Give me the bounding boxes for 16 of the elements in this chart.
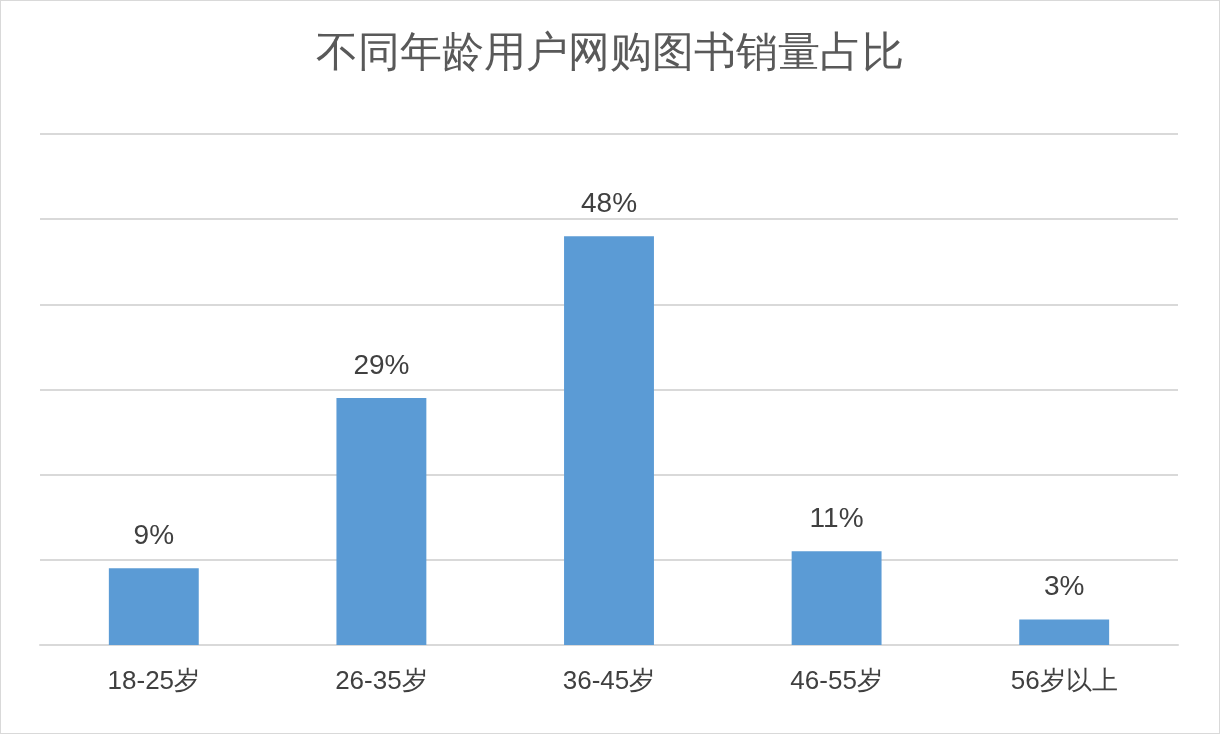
- x-tick-label: 56岁以上: [1010, 665, 1118, 695]
- bar: [564, 236, 654, 645]
- x-tick-label: 46-55岁: [790, 665, 883, 695]
- chart-title: 不同年龄用户网购图书销量占比: [316, 27, 904, 75]
- data-label: 29%: [353, 348, 410, 380]
- bar: [108, 568, 199, 645]
- x-tick-label: 36-45岁: [562, 665, 656, 695]
- bar: [336, 398, 427, 645]
- bar: [1019, 619, 1110, 645]
- data-label: 9%: [133, 518, 175, 550]
- data-label: 11%: [809, 501, 864, 533]
- x-tick-label: 26-35岁: [335, 665, 428, 695]
- data-label: 3%: [1043, 569, 1085, 601]
- data-label: 48%: [580, 186, 638, 218]
- x-tick-label: 18-25岁: [107, 665, 201, 695]
- bar: [791, 551, 882, 645]
